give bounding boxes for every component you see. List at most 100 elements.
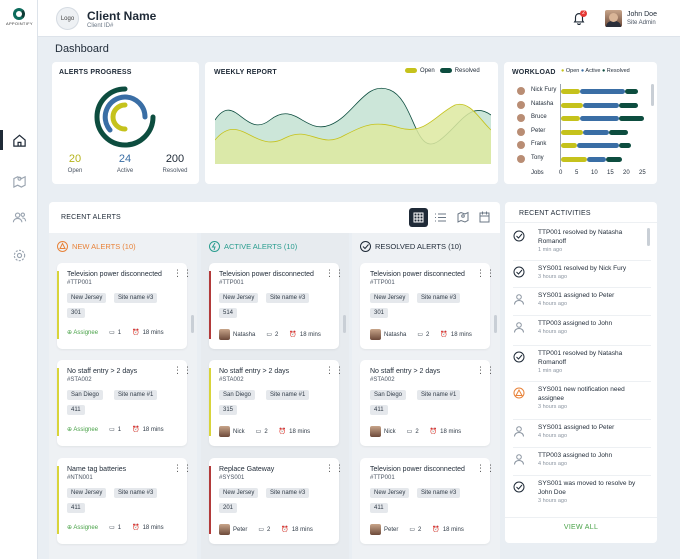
- page-title: Dashboard: [55, 43, 109, 55]
- user-avatar[interactable]: [605, 10, 622, 27]
- open-line: [215, 103, 491, 143]
- wl-legend-resolved: Resolved: [606, 68, 630, 74]
- alert-code: #SYS001: [219, 475, 245, 481]
- alert-column-title: RESOLVED ALERTS (10): [375, 242, 462, 251]
- comment-icon[interactable]: ▭: [109, 427, 115, 433]
- device-number-tag: 201: [219, 503, 238, 513]
- alert-code: #TTP001: [370, 280, 395, 286]
- alert-card[interactable]: Television power disconnected #TTP001 ⋮⋮…: [360, 458, 496, 544]
- comment-icon[interactable]: ▭: [258, 527, 265, 533]
- assignee-avatar: [370, 329, 381, 340]
- column-scrollbar[interactable]: [343, 315, 346, 333]
- workload-bar-open: [561, 102, 584, 108]
- drag-handle-icon[interactable]: ⋮⋮: [173, 463, 193, 473]
- priority-stripe: [209, 466, 211, 534]
- comment-icon[interactable]: ▭: [406, 429, 413, 435]
- assignee-name: Nick: [384, 428, 396, 435]
- drag-handle-icon[interactable]: ⋮⋮: [325, 463, 345, 473]
- comment-icon[interactable]: ▭: [109, 525, 115, 531]
- activities-scrollbar[interactable]: [647, 228, 650, 246]
- add-assignee-button[interactable]: ⊕ Assignee: [67, 330, 99, 336]
- comment-count: 2: [418, 526, 422, 533]
- worker-name: Nick Fury: [531, 87, 557, 93]
- priority-stripe: [360, 271, 362, 339]
- workload-scrollbar[interactable]: [651, 84, 654, 106]
- alert-title: Television power disconnected: [370, 271, 465, 278]
- workload-bar-active: [583, 102, 619, 108]
- add-assignee-button[interactable]: ⊕ Assignee: [67, 427, 99, 433]
- resolved-label: Resolved: [162, 168, 188, 174]
- activity-time: 3 hours ago: [538, 404, 568, 410]
- alert-card-footer: Nick ▭ 2 ⏰ 18 mins: [219, 426, 310, 437]
- comment-icon[interactable]: ▭: [266, 332, 273, 338]
- add-assignee-button[interactable]: ⊕ Assignee: [67, 525, 99, 531]
- comment-icon[interactable]: ▭: [109, 330, 115, 336]
- drag-handle-icon[interactable]: ⋮⋮: [476, 365, 496, 375]
- region-tag: San Diego: [219, 390, 256, 400]
- device-number-tag: 514: [219, 308, 238, 318]
- alert-card[interactable]: Replace Gateway #SYS001 ⋮⋮ New Jersey Si…: [209, 458, 345, 544]
- nav-users-icon[interactable]: [10, 208, 28, 226]
- nav-home-icon[interactable]: [10, 131, 28, 149]
- activity-text: SYS001 was moved to resolve by John Doe: [538, 480, 636, 496]
- priority-stripe: [57, 368, 59, 436]
- view-all-link[interactable]: VIEW ALL: [563, 524, 599, 531]
- alert-card[interactable]: No staff entry > 2 days #STA002 ⋮⋮ San D…: [360, 360, 496, 446]
- column-scrollbar[interactable]: [494, 315, 497, 333]
- activity-divider: [513, 260, 651, 261]
- site-tag: Site name #3: [417, 488, 461, 498]
- alert-card-footer: Peter ▭ 2 ⏰ 18 mins: [219, 524, 313, 535]
- nav-map-icon[interactable]: [10, 171, 28, 189]
- drag-handle-icon[interactable]: ⋮⋮: [325, 365, 345, 375]
- alarm-clock-icon: ⏰: [432, 527, 440, 533]
- drag-handle-icon[interactable]: ⋮⋮: [325, 268, 345, 278]
- assignee-name: Peter: [233, 526, 248, 533]
- recent-alerts-header: RECENT ALERTS: [49, 202, 500, 233]
- list-view-icon[interactable]: [435, 212, 446, 223]
- map-view-icon[interactable]: [457, 211, 469, 223]
- user-name[interactable]: John Doe: [627, 11, 657, 18]
- assignee-avatar: [370, 524, 381, 535]
- drag-handle-icon[interactable]: ⋮⋮: [476, 463, 496, 473]
- wl-legend-active: Active: [585, 68, 601, 74]
- user-icon: [513, 453, 525, 465]
- weekly-legend: Open Resolved: [405, 68, 480, 74]
- comment-icon[interactable]: ▭: [417, 332, 424, 338]
- elapsed-time: 18 mins: [289, 428, 311, 435]
- drag-handle-icon[interactable]: ⋮⋮: [173, 268, 193, 278]
- drag-handle-icon[interactable]: ⋮⋮: [173, 365, 193, 375]
- alert-card[interactable]: Television power disconnected #TTP001 ⋮⋮…: [57, 263, 193, 349]
- comment-icon[interactable]: ▭: [255, 429, 262, 435]
- alert-title: Television power disconnected: [67, 271, 162, 278]
- comment-icon[interactable]: ▭: [409, 527, 416, 533]
- priority-stripe: [209, 368, 211, 436]
- alert-card[interactable]: No staff entry > 2 days #STA002 ⋮⋮ San D…: [209, 360, 345, 446]
- activity-text: SYS001 assigned to Peter: [538, 424, 615, 431]
- assignee-avatar: [219, 426, 230, 437]
- drag-handle-icon[interactable]: ⋮⋮: [476, 268, 496, 278]
- calendar-view-icon[interactable]: [479, 211, 490, 223]
- grid-icon: [413, 212, 424, 223]
- workload-row: Tony: [504, 154, 654, 165]
- alert-card[interactable]: No staff entry > 2 days #STA002 ⋮⋮ San D…: [57, 360, 193, 446]
- workload-bar-resolved: [625, 89, 638, 94]
- assignee-avatar: [219, 329, 230, 340]
- region-tag: New Jersey: [370, 293, 410, 303]
- alert-card-footer: ⊕ Assignee ▭ 1 ⏰ 18 mins: [67, 426, 164, 434]
- region-tag: New Jersey: [67, 293, 107, 303]
- activity-divider: [513, 287, 651, 288]
- alert-card[interactable]: Name tag batteries #NTN001 ⋮⋮ New Jersey…: [57, 458, 193, 544]
- board-view-button[interactable]: [409, 208, 428, 227]
- assignee-label: Assignee: [73, 525, 99, 531]
- alert-card[interactable]: Television power disconnected #TTP001 ⋮⋮…: [209, 263, 345, 349]
- column-scrollbar[interactable]: [191, 315, 194, 333]
- alarm-clock-icon: ⏰: [289, 332, 297, 338]
- check-circle-icon: [360, 241, 371, 252]
- site-tag: Site name #1: [114, 390, 158, 400]
- region-tag: San Diego: [67, 390, 104, 400]
- legend-resolved-label: Resolved: [454, 68, 480, 75]
- nav-settings-icon[interactable]: [10, 246, 28, 264]
- alert-card[interactable]: Television power disconnected #TTP001 ⋮⋮…: [360, 263, 496, 349]
- alarm-clock-icon: ⏰: [278, 429, 287, 435]
- device-number-tag: 411: [370, 503, 388, 513]
